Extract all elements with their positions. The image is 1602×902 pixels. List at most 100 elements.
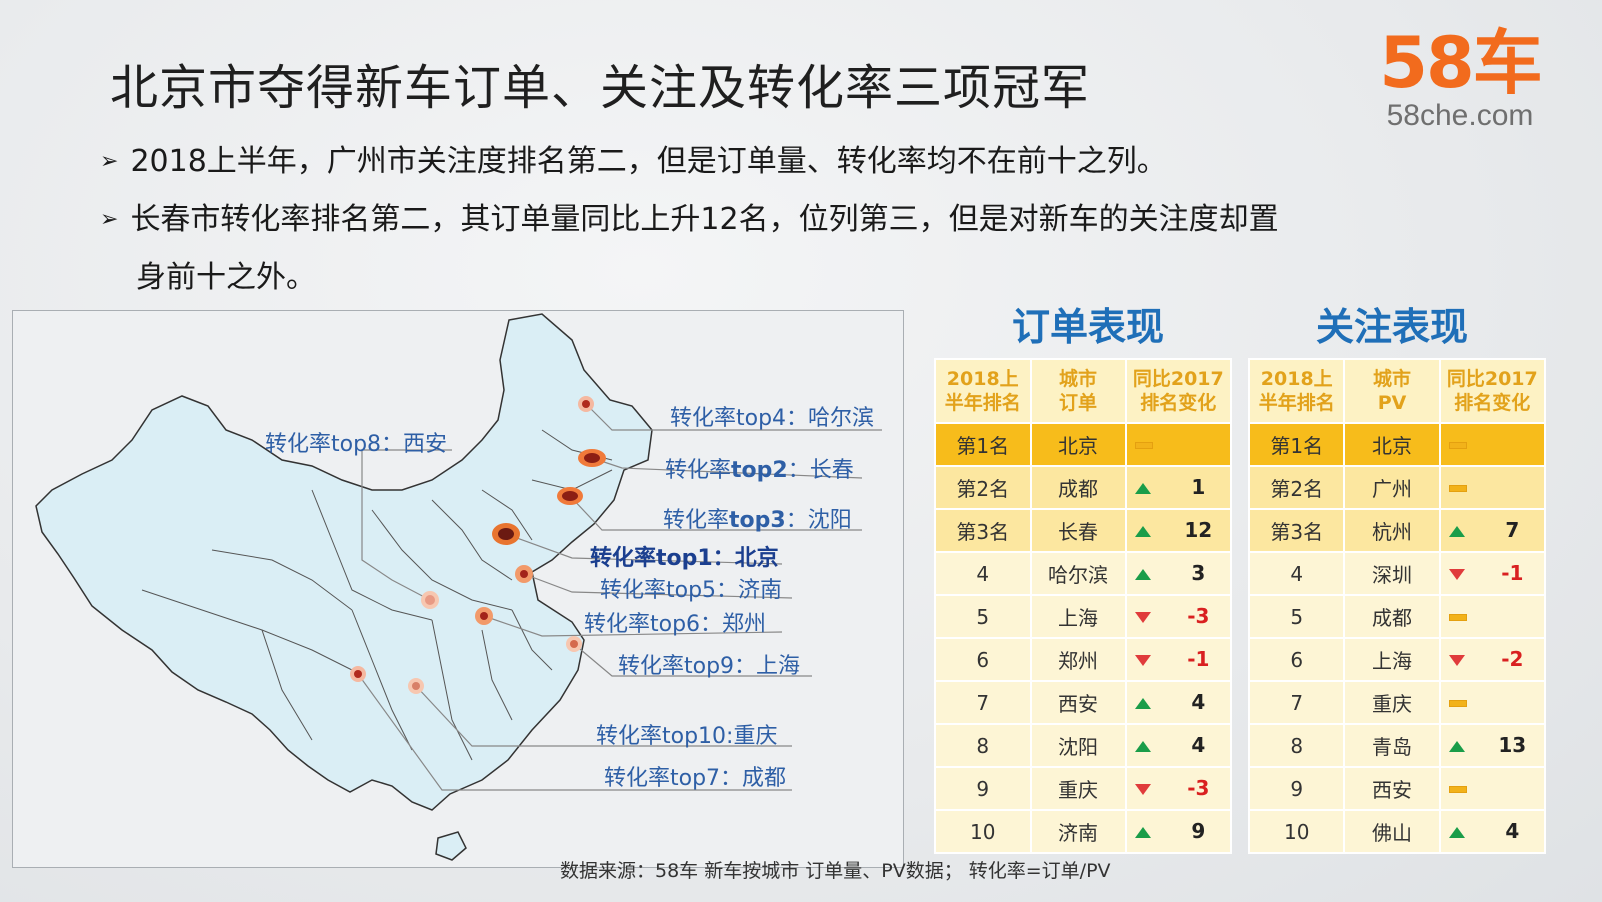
table-row: 第1名 北京 (934, 422, 1233, 467)
up-arrow-icon (1134, 526, 1151, 537)
no-change-icon (1448, 700, 1467, 707)
change-cell: 12 (1124, 508, 1233, 553)
label-top2-city: ：长春 (787, 458, 854, 483)
rank-cell: 9 (1247, 766, 1346, 811)
city-cell: 上海 (1029, 594, 1127, 639)
change-cell (1438, 465, 1547, 510)
city-cell: 济南 (1029, 809, 1127, 854)
city-cell: 长春 (1029, 508, 1127, 553)
change-cell: 9 (1124, 809, 1233, 854)
rank-cell: 第3名 (1247, 508, 1346, 553)
table-row: 第1名 北京 (1247, 422, 1547, 467)
city-cell: 成都 (1029, 465, 1127, 510)
change-value: 12 (1184, 518, 1213, 542)
label-top3-city: ：沈阳 (785, 508, 852, 533)
china-map (35, 313, 882, 861)
no-change-icon (1448, 786, 1467, 793)
china-outline (35, 313, 653, 811)
rank-cell: 第1名 (934, 422, 1032, 467)
down-arrow-icon (1448, 655, 1465, 666)
change-value: 1 (1191, 475, 1206, 499)
bullet-arrow-icon: ➢ (100, 149, 119, 174)
change-cell: -1 (1438, 551, 1547, 596)
table-row: 8 沈阳 4 (934, 723, 1233, 768)
city-cell: 北京 (1343, 422, 1441, 467)
city-cell: 上海 (1343, 637, 1441, 682)
change-value: 9 (1191, 819, 1206, 843)
header-line: 半年排名 (944, 392, 1021, 414)
table-row: 7 西安 4 (934, 680, 1233, 725)
table-row: 9 西安 (1247, 766, 1547, 811)
rank-cell: 6 (1247, 637, 1346, 682)
orders-table: 2018上 半年排名 城市 订单 同比2017 排名变化 第1名 北京 第2名 成都 1 第3名… (934, 358, 1233, 854)
change-cell: 4 (1124, 680, 1233, 725)
up-arrow-icon (1134, 698, 1151, 709)
change-cell: 4 (1124, 723, 1233, 768)
rank-cell: 7 (934, 680, 1032, 725)
change-cell: 3 (1124, 551, 1233, 596)
city-cell: 西安 (1343, 766, 1441, 811)
rank-cell: 5 (934, 594, 1032, 639)
header-line: 城市 (1373, 368, 1412, 390)
hainan-island (435, 831, 467, 861)
table-row: 第3名 杭州 7 (1247, 508, 1547, 553)
change-cell: -3 (1124, 594, 1233, 639)
city-cell: 西安 (1029, 680, 1127, 725)
rank-cell: 第2名 (934, 465, 1032, 510)
attention-header-row: 2018上 半年排名 城市 PV 同比2017 排名变化 (1247, 358, 1547, 424)
label-top5: 转化率top5：济南 (600, 578, 783, 603)
city-cell: 沈阳 (1029, 723, 1127, 768)
rank-cell: 8 (1247, 723, 1346, 768)
change-value: -1 (1501, 561, 1524, 585)
table-row: 7 重庆 (1247, 680, 1547, 725)
city-cell: 哈尔滨 (1029, 551, 1127, 596)
rank-cell: 5 (1247, 594, 1346, 639)
label-top9: 转化率top9：上海 (618, 654, 801, 679)
header-line: 订单 (1059, 392, 1098, 414)
table-row: 第2名 成都 1 (934, 465, 1233, 510)
change-cell: -3 (1124, 766, 1233, 811)
no-change-icon (1448, 614, 1467, 621)
city-cell: 成都 (1343, 594, 1441, 639)
header-line: PV (1377, 392, 1407, 414)
city-cell: 深圳 (1343, 551, 1441, 596)
table-row: 10 佛山 4 (1247, 809, 1547, 854)
table-row: 8 青岛 13 (1247, 723, 1547, 768)
rank-cell: 4 (934, 551, 1032, 596)
rank-cell: 8 (934, 723, 1032, 768)
marker-jinan (515, 565, 533, 583)
down-arrow-icon (1134, 655, 1151, 666)
header-line: 同比2017 (1446, 368, 1538, 390)
logo-sub: 58che.com (1386, 99, 1534, 132)
up-arrow-icon (1134, 741, 1151, 752)
header-line: 2018上 (946, 368, 1019, 390)
label-top2-prefix: 转化率 (665, 458, 732, 483)
rank-cell: 10 (1247, 809, 1346, 854)
marker-zhengzhou (475, 607, 493, 625)
logo-main: 58车 (1379, 22, 1542, 104)
header-line: 2018上 (1260, 368, 1333, 390)
change-cell: -1 (1124, 637, 1233, 682)
orders-title: 订单表现 (1011, 305, 1164, 349)
table-row: 6 郑州 -1 (934, 637, 1233, 682)
rank-cell: 7 (1247, 680, 1346, 725)
data-source-note: 数据来源：58车 新车按城市 订单量、PV数据； 转化率=订单/PV (560, 860, 1111, 882)
change-cell (1124, 422, 1233, 467)
rank-cell: 第1名 (1247, 422, 1346, 467)
city-cell: 杭州 (1343, 508, 1441, 553)
change-value: 4 (1505, 819, 1520, 843)
label-top3: 转化率top3：沈阳 (663, 502, 852, 534)
orders-header-city: 城市 订单 (1029, 358, 1127, 424)
city-cell: 重庆 (1029, 766, 1127, 811)
bullet-2-text: 长春市转化率排名第二，其订单量同比上升12名，位列第三，但是对新车的关注度却置 (130, 202, 1279, 237)
label-top2: 转化率top2：长春 (665, 452, 854, 484)
header-line: 城市 (1059, 368, 1098, 390)
change-value: -1 (1187, 647, 1210, 671)
marker-chongqing (408, 678, 424, 694)
label-top7: 转化率top7：成都 (604, 766, 787, 791)
header-line: 半年排名 (1258, 392, 1335, 414)
up-arrow-icon (1448, 827, 1465, 838)
up-arrow-icon (1134, 483, 1151, 494)
table-row: 5 成都 (1247, 594, 1547, 639)
down-arrow-icon (1134, 612, 1151, 623)
